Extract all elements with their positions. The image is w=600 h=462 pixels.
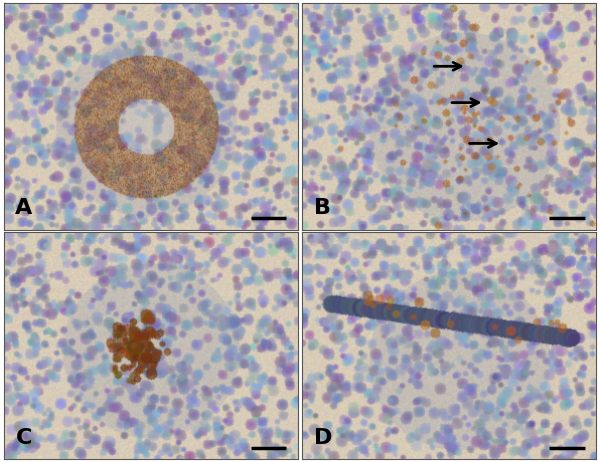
Text: B: B: [314, 198, 331, 218]
Text: C: C: [16, 428, 32, 448]
Text: D: D: [314, 428, 332, 448]
Text: A: A: [16, 198, 32, 218]
